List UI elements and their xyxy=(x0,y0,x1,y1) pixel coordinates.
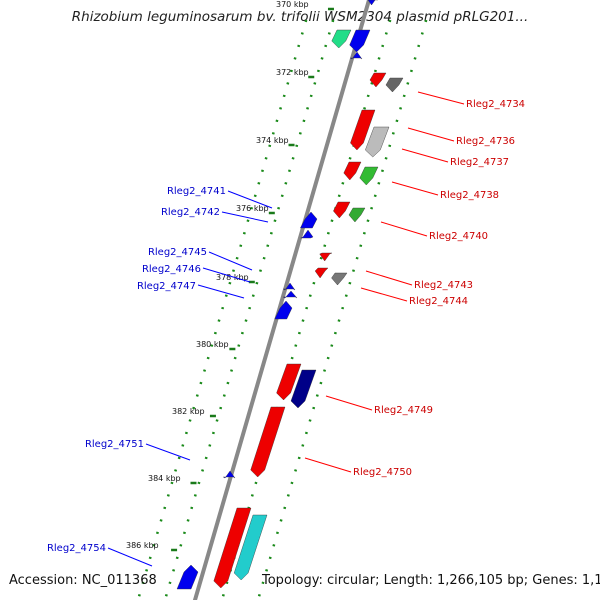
gene-block-4747[interactable] xyxy=(274,300,293,320)
tick-label: 370 kbp xyxy=(276,0,309,9)
gene-block-4743b[interactable] xyxy=(314,267,329,279)
gene-label-right[interactable]: Rleg2_4740 xyxy=(429,231,488,242)
gene-block-4752[interactable] xyxy=(213,507,252,589)
gene-block-top-c[interactable] xyxy=(367,0,379,6)
gene-block-top-b[interactable] xyxy=(349,29,371,53)
gene-block-4740a[interactable] xyxy=(333,201,351,219)
leader-line xyxy=(391,181,439,196)
gene-block-4751[interactable] xyxy=(222,470,236,479)
tick-label: 374 kbp xyxy=(256,136,289,145)
gene-block-4746[interactable] xyxy=(282,290,298,299)
gene-block-4740b[interactable] xyxy=(348,207,366,223)
leader-line xyxy=(304,457,352,473)
leader-line xyxy=(227,190,273,209)
tick-label: 380 kbp xyxy=(196,340,229,349)
leader-line xyxy=(202,267,251,283)
gene-label-right[interactable]: Rleg2_4737 xyxy=(450,157,509,168)
gene-block-4743a[interactable] xyxy=(319,252,333,262)
gene-label-right[interactable]: Rleg2_4750 xyxy=(353,467,412,478)
gene-block-4734a[interactable] xyxy=(369,72,387,88)
leader-line xyxy=(325,395,373,411)
gene-block-4749b[interactable] xyxy=(290,369,317,409)
gene-block-4750[interactable] xyxy=(250,406,286,478)
gene-block-top-a[interactable] xyxy=(331,29,352,49)
accession-label: Accession: NC_011368 xyxy=(9,573,157,588)
gene-label-right[interactable]: Rleg2_4738 xyxy=(440,190,499,201)
gene-block-4738a[interactable] xyxy=(343,161,362,181)
tick-label: 382 kbp xyxy=(172,407,205,416)
gene-label-left[interactable]: Rleg2_4747 xyxy=(137,281,196,292)
leader-line xyxy=(221,211,269,223)
gene-label-left[interactable]: Rleg2_4746 xyxy=(142,264,201,275)
map-title: Rhizobium leguminosarum bv. trifolii WSM… xyxy=(71,9,529,25)
topology-label: Topology: circular; Length: 1,266,105 bp… xyxy=(262,573,600,588)
gene-block-4736[interactable] xyxy=(350,109,376,151)
leader-line xyxy=(401,148,449,163)
gene-block-top-d[interactable] xyxy=(349,51,363,60)
gene-label-left[interactable]: Rleg2_4754 xyxy=(47,543,106,554)
tick-label: 376 kbp xyxy=(236,204,269,213)
gene-label-left[interactable]: Rleg2_4741 xyxy=(167,186,226,197)
leader-line xyxy=(107,547,153,567)
gene-label-right[interactable]: Rleg2_4744 xyxy=(409,296,468,307)
gene-label-left[interactable]: Rleg2_4742 xyxy=(161,207,220,218)
gene-block-4754[interactable] xyxy=(176,564,199,590)
backbone-line xyxy=(192,0,372,600)
leader-line xyxy=(360,287,408,302)
leader-line xyxy=(197,284,245,299)
gene-block-4745[interactable] xyxy=(282,282,296,291)
tick-label: 378 kbp xyxy=(216,273,249,282)
gene-label-left[interactable]: Rleg2_4751 xyxy=(85,439,144,450)
leader-line xyxy=(380,221,428,237)
leader-line xyxy=(365,270,413,286)
tick-label: 372 kbp xyxy=(276,68,309,77)
gene-block-4734b[interactable] xyxy=(385,77,404,93)
gene-block-4737[interactable] xyxy=(365,126,390,158)
leader-line xyxy=(407,127,455,142)
leader-line xyxy=(145,443,191,461)
gene-block-4738b[interactable] xyxy=(359,166,379,186)
gene-block-4741[interactable] xyxy=(300,211,318,229)
gene-block-4749a[interactable] xyxy=(276,363,302,401)
leader-line xyxy=(417,91,465,105)
leader-line xyxy=(208,251,253,271)
gene-label-right[interactable]: Rleg2_4749 xyxy=(374,405,433,416)
gene-label-left[interactable]: Rleg2_4745 xyxy=(148,247,207,258)
tick-label: 386 kbp xyxy=(126,541,159,550)
gene-block-4742[interactable] xyxy=(300,229,314,239)
gene-label-right[interactable]: Rleg2_4736 xyxy=(456,136,515,147)
tick-label: 384 kbp xyxy=(148,474,181,483)
gene-label-right[interactable]: Rleg2_4734 xyxy=(466,99,525,110)
gene-block-4753[interactable] xyxy=(233,514,268,581)
gene-block-4744[interactable] xyxy=(331,272,348,286)
gene-label-right[interactable]: Rleg2_4743 xyxy=(414,280,473,291)
